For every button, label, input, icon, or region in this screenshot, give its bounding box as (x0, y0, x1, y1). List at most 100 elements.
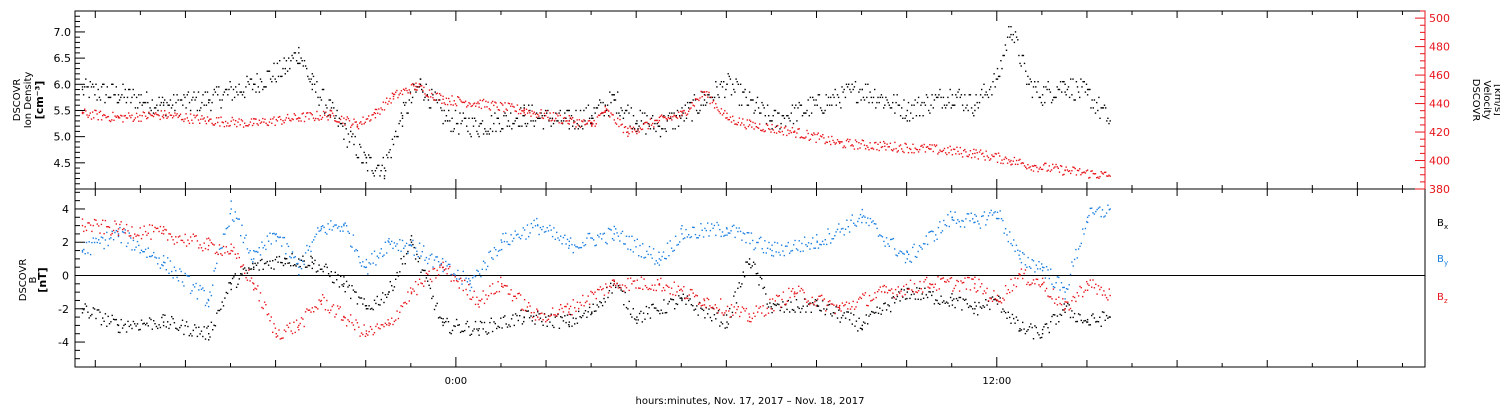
density-series-point (260, 81, 263, 83)
by-series-point (1077, 248, 1080, 250)
by-series-point (741, 239, 743, 241)
density-series-point (565, 117, 567, 119)
bz-series-point (534, 319, 537, 321)
bx-series-point (885, 309, 888, 311)
velocity-series-point (244, 122, 246, 124)
density-series-point (750, 99, 752, 101)
bz-series-point (343, 316, 345, 318)
bx-series-point (373, 299, 376, 301)
by-series-point (783, 254, 785, 257)
velocity-series-point (502, 104, 504, 106)
by-series-point (1041, 263, 1043, 265)
bx-series-point (274, 258, 277, 261)
bz-series-point (403, 302, 405, 304)
by-series-point (276, 236, 279, 238)
density-series-point (650, 117, 653, 119)
bz-series-point (556, 315, 558, 317)
density-series-point (449, 120, 451, 122)
bz-series-point (725, 310, 727, 312)
bz-series-point (153, 230, 155, 233)
velocity-series-point (238, 118, 240, 120)
by-series-point (407, 252, 409, 254)
velocity-series-point (594, 125, 596, 127)
density-series-point (928, 109, 930, 112)
density-series-point (257, 86, 259, 88)
bz-series-point (763, 315, 766, 317)
density-series-point (772, 115, 774, 117)
bx-series-point (98, 309, 100, 311)
bx-series-point (221, 301, 223, 303)
bx-series-point (350, 297, 352, 300)
density-series-point (117, 101, 120, 104)
by-series-point (993, 212, 995, 214)
velocity-series-point (498, 109, 501, 111)
density-series-point (348, 141, 351, 143)
density-series-point (148, 112, 150, 114)
density-series-point (461, 120, 463, 122)
by-series-point (348, 232, 350, 234)
bz-series-point (293, 321, 295, 323)
by-series-point (519, 238, 522, 240)
bz-series-point (436, 269, 438, 272)
density-series-point (654, 122, 656, 125)
by-series-point (760, 236, 762, 238)
by-series-point (583, 245, 585, 247)
by-series-point (457, 269, 459, 272)
bz-series-point (560, 304, 562, 306)
density-series-point (1067, 86, 1070, 88)
bx-series-point (969, 305, 971, 307)
velocity-series-point (662, 116, 664, 118)
density-series-point (885, 96, 887, 99)
by-series-point (895, 254, 897, 256)
by-series-point (216, 262, 218, 265)
by-series-point (592, 239, 595, 241)
by-series-point (121, 231, 124, 233)
bz-series-point (238, 256, 240, 259)
density-series-point (404, 104, 406, 106)
velocity-series-point (274, 124, 276, 126)
density-series-point (1034, 81, 1036, 83)
bz-series-point (855, 306, 857, 308)
density-series-point (595, 107, 597, 109)
velocity-series-point (755, 126, 757, 128)
by-series-point (517, 233, 519, 235)
bz-series-point (790, 290, 793, 292)
velocity-series-point (880, 146, 883, 149)
velocity-series-point (939, 149, 941, 151)
velocity-series-point (810, 133, 813, 136)
by-series-point (447, 263, 450, 266)
velocity-series-point (606, 109, 609, 111)
density-series-point (247, 81, 249, 83)
velocity-series-point (761, 130, 763, 132)
bx-series-point (1107, 317, 1109, 319)
by-series-point (969, 220, 971, 222)
by-series-point (351, 246, 353, 248)
bz-series-point (713, 308, 715, 310)
density-series-point (386, 154, 388, 156)
velocity-series-point (913, 152, 915, 154)
velocity-series-point (929, 148, 931, 150)
by-series-point (1036, 268, 1039, 270)
density-series-point (226, 88, 228, 91)
velocity-series-point (944, 152, 947, 154)
velocity-series-point (618, 125, 620, 128)
velocity-series-point (780, 126, 782, 128)
by-series-point (872, 220, 874, 222)
by-series-point (737, 230, 739, 233)
bx-series-point (738, 282, 740, 284)
density-series-point (984, 94, 986, 96)
bz-series-point (668, 286, 670, 288)
bz-series-point (340, 319, 343, 321)
bz-series-point (590, 290, 592, 293)
density-series-point (389, 149, 391, 151)
bx-series-point (948, 305, 950, 307)
bx-series-point (91, 313, 93, 316)
by-series-point (832, 238, 835, 240)
density-series-point (219, 99, 221, 101)
bx-series-point (458, 324, 460, 326)
velocity-series-point (546, 110, 548, 112)
velocity-series-point (664, 116, 666, 118)
velocity-series-point (515, 110, 517, 113)
velocity-series-point (976, 152, 978, 154)
bx-series-point (633, 318, 636, 320)
